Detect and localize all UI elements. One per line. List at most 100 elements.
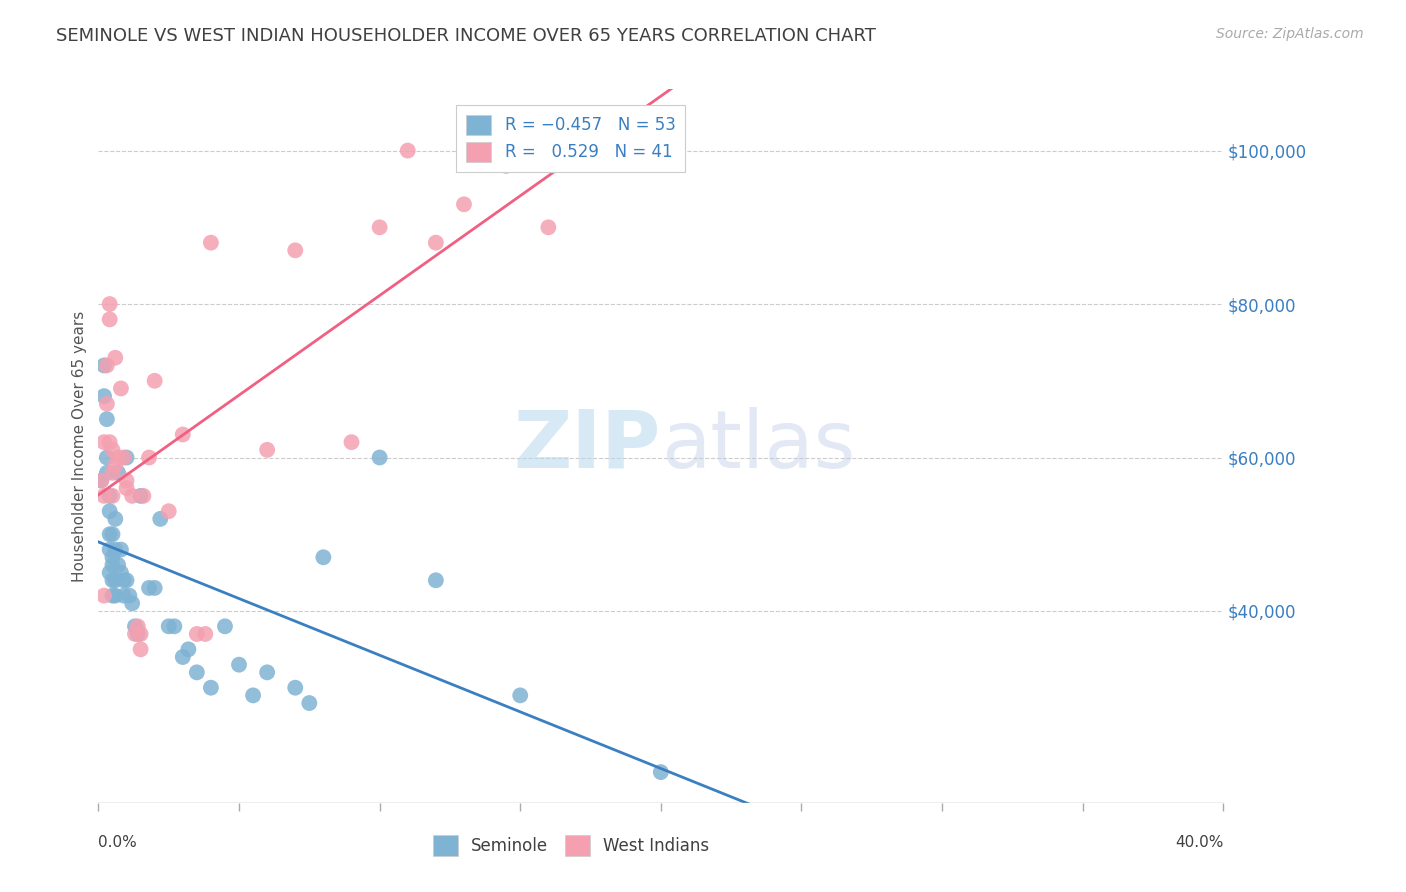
Point (98, 542, 121, 557)
Point (104, 574, 127, 588)
Point (101, 550, 124, 565)
Point (425, 235, 447, 250)
Point (157, 504, 180, 518)
Point (110, 566, 132, 580)
Point (98, 297, 121, 311)
Point (98, 527, 121, 541)
Point (143, 581, 166, 595)
Point (509, 689, 531, 703)
Point (298, 696, 321, 710)
Point (453, 197, 475, 211)
Point (127, 619, 149, 633)
Point (186, 627, 208, 641)
Point (101, 574, 124, 588)
Point (107, 466, 129, 480)
Point (93, 359, 115, 373)
Point (138, 581, 160, 595)
Point (101, 489, 124, 503)
Point (194, 627, 217, 641)
Point (101, 442, 124, 457)
Point (98, 566, 121, 580)
Point (650, 765, 672, 780)
Point (107, 450, 129, 465)
Point (115, 474, 138, 488)
Text: 0.0%: 0.0% (98, 835, 138, 850)
Point (98, 435, 121, 450)
Point (96, 412, 118, 426)
Text: SEMINOLE VS WEST INDIAN HOUSEHOLDER INCOME OVER 65 YEARS CORRELATION CHART: SEMINOLE VS WEST INDIAN HOUSEHOLDER INCO… (56, 27, 876, 45)
Point (495, 159, 517, 173)
Point (115, 574, 138, 588)
Point (425, 574, 447, 588)
Point (96, 397, 118, 411)
Point (214, 619, 236, 633)
Point (98, 504, 121, 518)
Point (112, 574, 135, 588)
Text: 40.0%: 40.0% (1175, 835, 1223, 850)
Text: Source: ZipAtlas.com: Source: ZipAtlas.com (1216, 27, 1364, 41)
Point (121, 596, 143, 610)
Point (101, 558, 124, 572)
Point (138, 450, 160, 465)
Point (177, 642, 200, 657)
Point (396, 144, 419, 158)
Point (129, 627, 152, 641)
Point (104, 512, 127, 526)
Point (107, 558, 129, 572)
Point (256, 665, 278, 680)
Point (256, 442, 278, 457)
Point (124, 619, 146, 633)
Point (368, 450, 391, 465)
Point (96, 466, 118, 480)
Point (200, 681, 222, 695)
Point (242, 689, 264, 703)
Text: atlas: atlas (661, 407, 855, 485)
Text: ZIP: ZIP (513, 407, 661, 485)
Point (104, 589, 127, 603)
Point (93, 489, 115, 503)
Point (340, 435, 363, 450)
Point (115, 450, 138, 465)
Point (186, 665, 208, 680)
Point (90, 474, 112, 488)
Legend: Seminole, West Indians: Seminole, West Indians (423, 825, 718, 866)
Point (368, 220, 391, 235)
Point (200, 235, 222, 250)
Point (172, 427, 194, 442)
Point (112, 450, 135, 465)
Point (124, 627, 146, 641)
Point (132, 489, 155, 503)
Point (101, 589, 124, 603)
Point (101, 466, 124, 480)
Point (93, 389, 115, 403)
Point (129, 642, 152, 657)
Y-axis label: Householder Income Over 65 years: Householder Income Over 65 years (72, 310, 87, 582)
Point (98, 489, 121, 503)
Point (129, 489, 152, 503)
Point (121, 489, 143, 503)
Point (284, 244, 307, 258)
Point (284, 681, 307, 695)
Point (90, 474, 112, 488)
Point (172, 650, 194, 665)
Point (149, 512, 172, 526)
Point (101, 527, 124, 541)
Point (96, 359, 118, 373)
Point (104, 542, 127, 557)
Point (96, 450, 118, 465)
Point (115, 481, 138, 495)
Point (110, 542, 132, 557)
Point (157, 619, 180, 633)
Point (110, 381, 132, 395)
Point (537, 220, 560, 235)
Point (127, 627, 149, 641)
Point (312, 550, 335, 565)
Point (143, 374, 166, 388)
Point (93, 435, 115, 450)
Point (93, 589, 115, 603)
Point (104, 458, 127, 473)
Point (98, 312, 121, 326)
Point (118, 589, 141, 603)
Point (228, 657, 250, 672)
Point (104, 351, 127, 365)
